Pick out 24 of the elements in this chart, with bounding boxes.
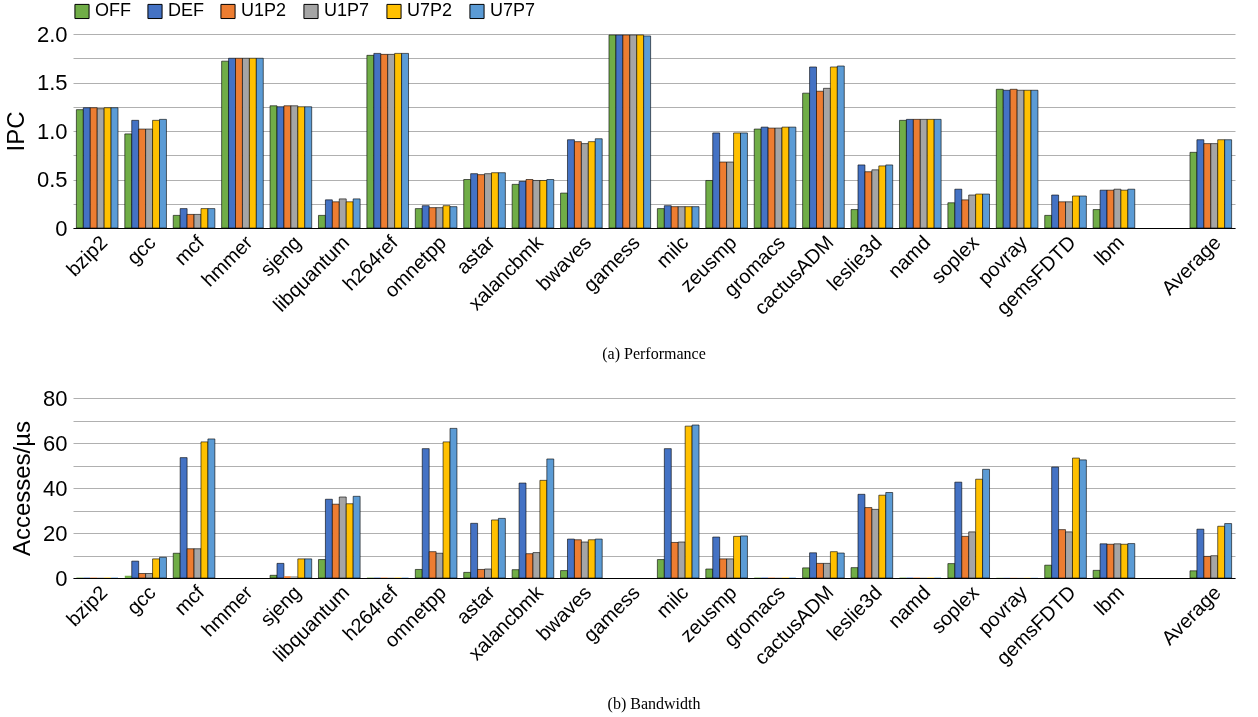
y-tick-label: 1.5 (36, 70, 68, 95)
y-axis-title: IPC (1, 111, 29, 152)
y-tick-label: 80 (43, 385, 68, 411)
y-axis-title: Accesses/µs (8, 420, 36, 557)
text: (a) Performance (602, 345, 706, 364)
legend-label: OFF (95, 0, 131, 21)
legend-label: U7P2 (407, 0, 453, 21)
y-tick-label: 0 (55, 565, 68, 591)
legend-label: U1P2 (241, 0, 287, 21)
x-tick-label: lbm (1089, 581, 1129, 620)
y-tick-label: 0 (55, 215, 68, 241)
y-tick-label: 60 (43, 430, 68, 456)
y-tick-label: 20 (43, 520, 68, 546)
legend-label: DEF (168, 0, 204, 21)
y-tick-label: 0.5 (36, 167, 68, 192)
x-tick-label: gcc (122, 231, 160, 269)
legend-label: U7P7 (490, 0, 536, 21)
x-tick-label: gcc (122, 581, 160, 619)
y-tick-label: 40 (43, 475, 68, 501)
legend-label: U1P7 (324, 0, 370, 21)
x-tick-label: lbm (1089, 231, 1129, 270)
text: (b) Bandwidth (607, 695, 701, 714)
y-tick-label: 2.0 (36, 21, 68, 47)
y-tick-label: 1.0 (36, 118, 68, 144)
